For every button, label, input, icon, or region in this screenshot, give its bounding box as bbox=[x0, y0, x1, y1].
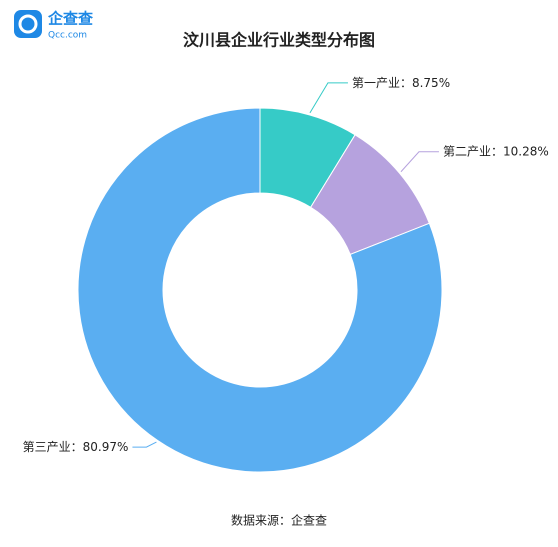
label-separator: ： bbox=[400, 75, 412, 89]
data-label: 第三产业：80.97% bbox=[23, 440, 129, 454]
label-category: 第三产业 bbox=[23, 440, 71, 454]
label-separator: ： bbox=[491, 144, 503, 158]
logo-name: 企查查 bbox=[47, 10, 94, 28]
chart-title: 汶川县企业行业类型分布图 bbox=[183, 31, 375, 50]
source: 数据来源：企查查 bbox=[231, 513, 327, 528]
leader-line bbox=[309, 82, 348, 114]
label-value: 10.28% bbox=[503, 144, 549, 158]
label-category: 第一产业 bbox=[352, 75, 400, 89]
leader-line bbox=[132, 441, 157, 448]
logo-glyph bbox=[18, 14, 38, 34]
logo-domain: Qcc.com bbox=[48, 31, 87, 41]
label-category: 第二产业 bbox=[443, 144, 491, 158]
label-separator: ： bbox=[71, 440, 83, 454]
label-value: 80.97% bbox=[83, 440, 129, 454]
data-label: 第一产业：8.75% bbox=[352, 75, 450, 89]
label-value: 8.75% bbox=[412, 75, 450, 89]
donut-segment bbox=[77, 107, 443, 473]
logo-icon bbox=[14, 10, 42, 38]
leader-line bbox=[400, 151, 439, 173]
data-label: 第二产业：10.28% bbox=[443, 144, 549, 158]
